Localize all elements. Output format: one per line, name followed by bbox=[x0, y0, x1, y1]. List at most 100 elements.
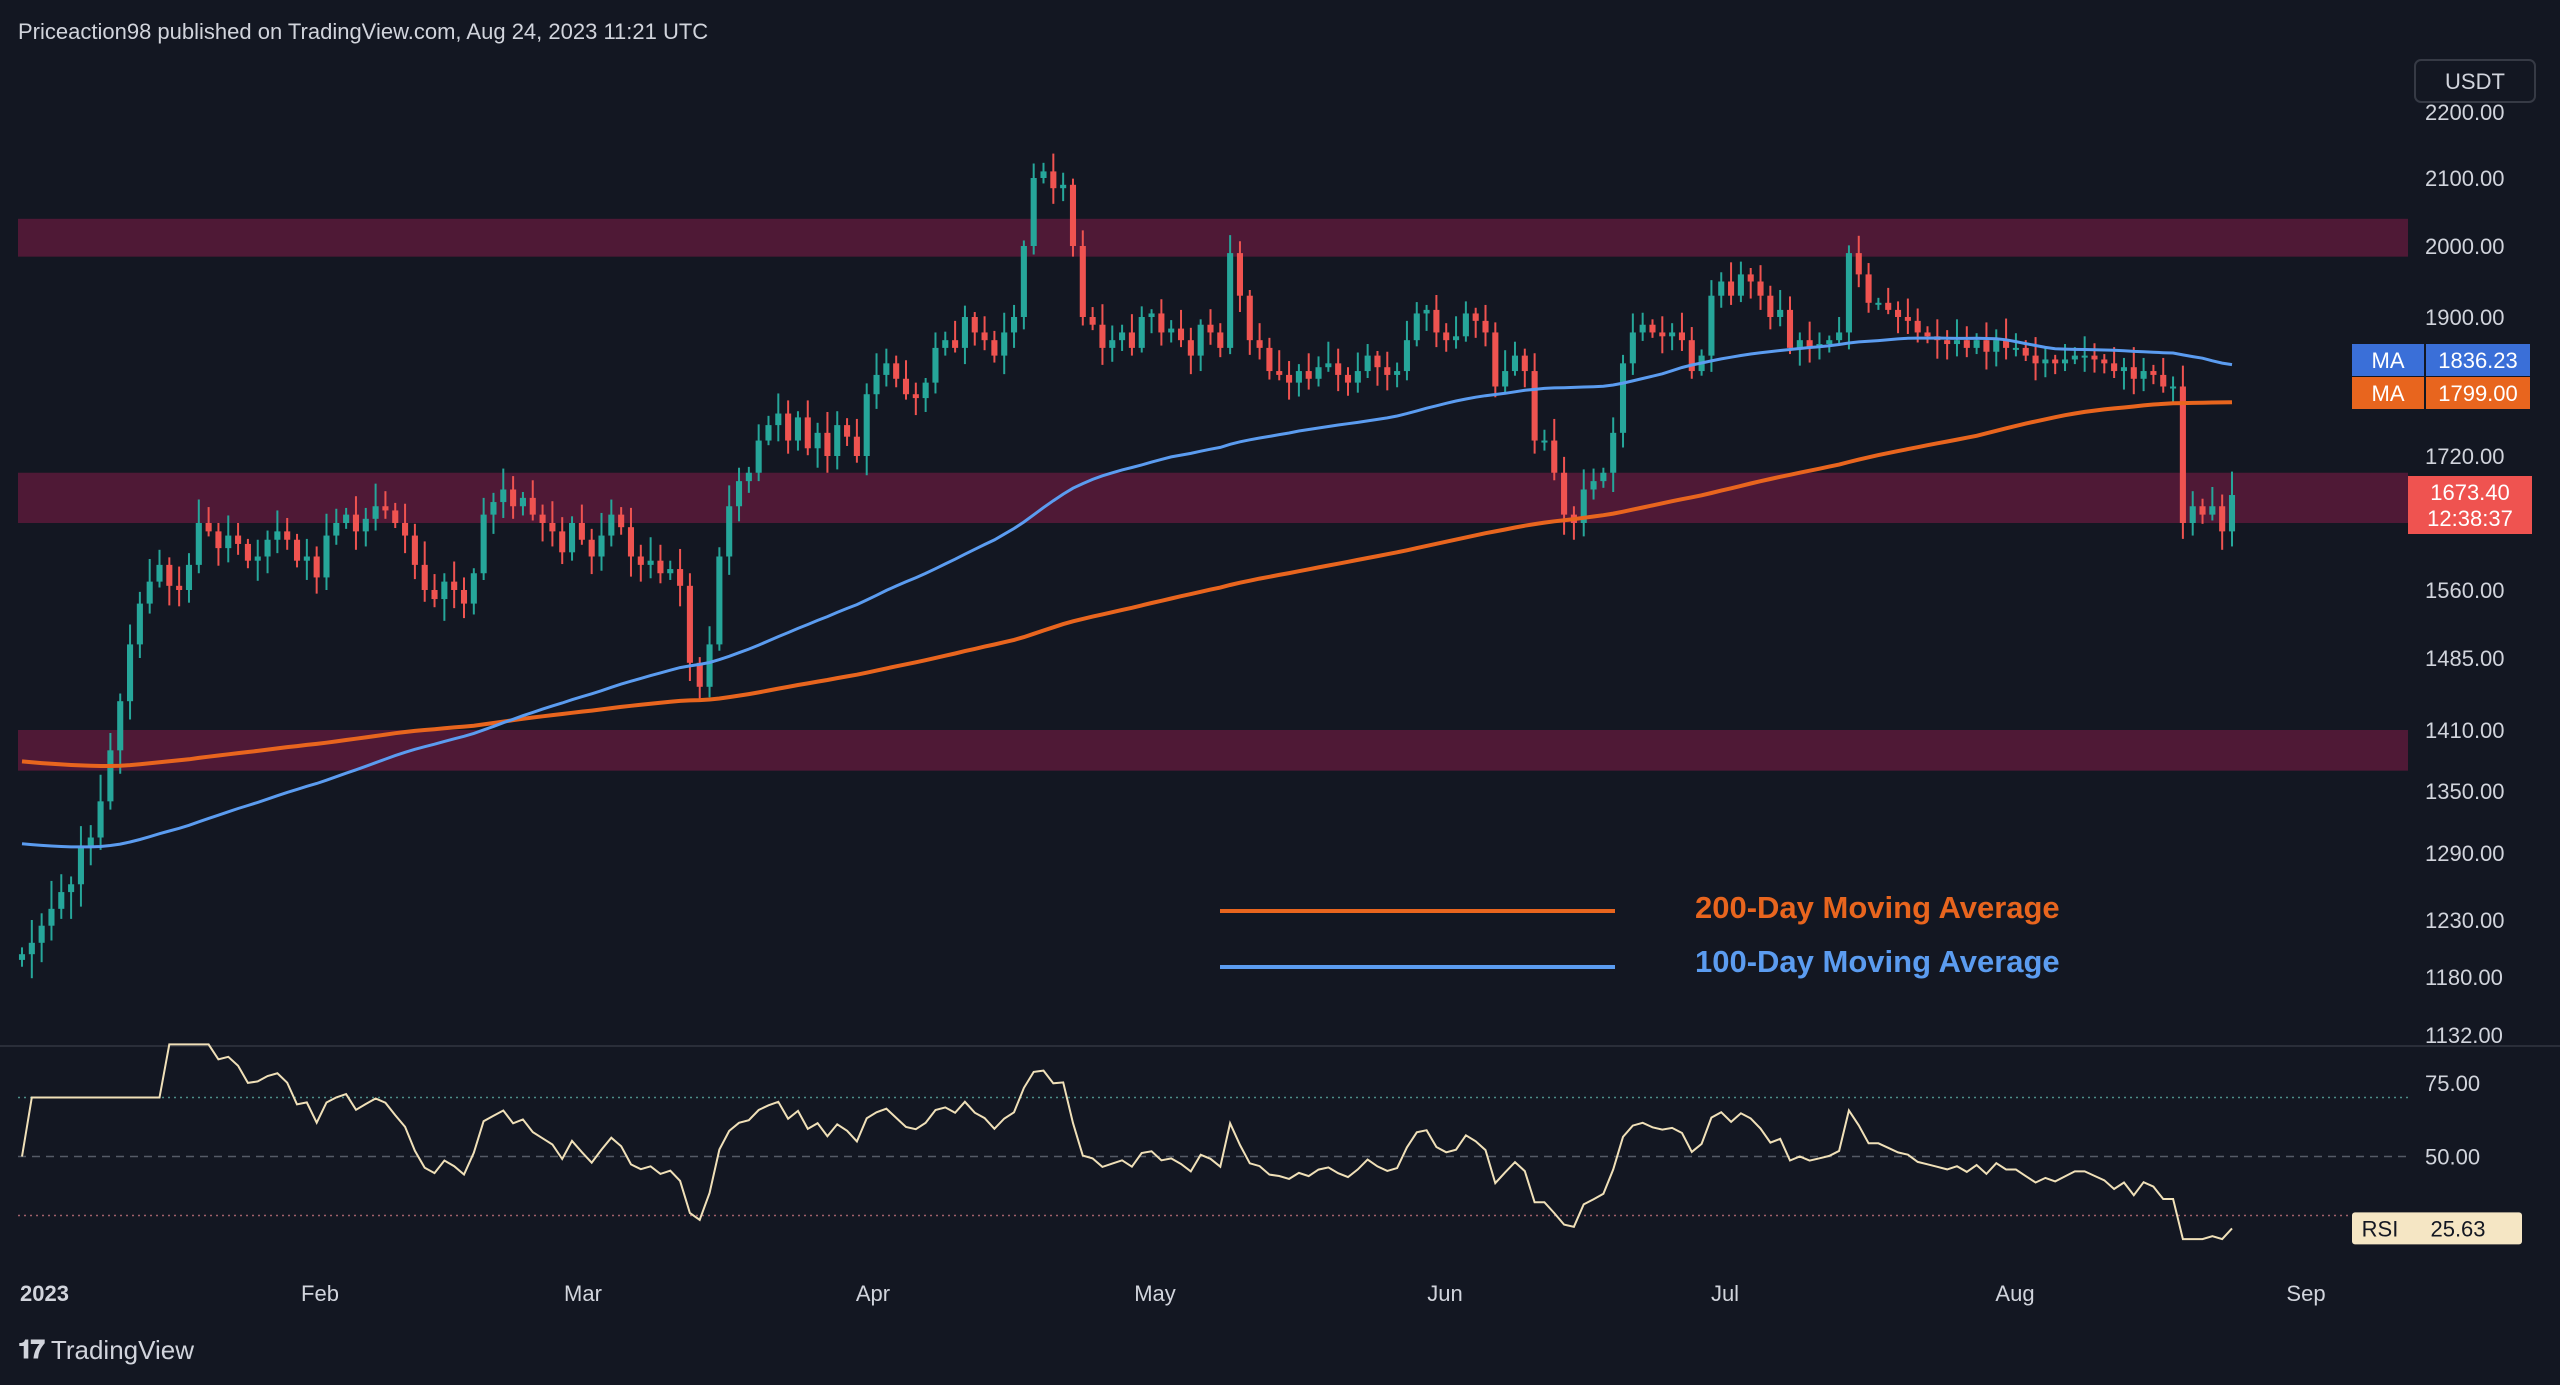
candle-body bbox=[608, 514, 615, 536]
candle-body bbox=[1286, 374, 1293, 383]
price-tick-label: 1410.00 bbox=[2425, 718, 2505, 743]
currency-selector[interactable] bbox=[2414, 59, 2536, 103]
candle-body bbox=[421, 564, 428, 590]
candle-body bbox=[1786, 309, 1794, 348]
candle-body bbox=[873, 374, 880, 395]
candle-body bbox=[333, 523, 340, 536]
rsi-tick-label: 50.00 bbox=[2425, 1145, 2480, 1170]
candle-body bbox=[1187, 340, 1194, 356]
ma200-tag-value: 1799.00 bbox=[2438, 381, 2518, 406]
candle-body bbox=[2170, 386, 2177, 389]
candle-body bbox=[97, 801, 104, 838]
candle-body bbox=[883, 363, 890, 375]
candle-body bbox=[1777, 309, 1784, 317]
last-price-tag bbox=[2408, 476, 2532, 534]
time-axis-label: Aug bbox=[1995, 1281, 2034, 1306]
candle-body bbox=[1040, 171, 1047, 178]
candle-body bbox=[146, 581, 153, 604]
candle-body bbox=[1855, 253, 1862, 275]
candle-body bbox=[1875, 302, 1882, 305]
candle-body bbox=[1394, 371, 1401, 375]
candle-body bbox=[1708, 295, 1715, 356]
candle-body bbox=[1894, 309, 1902, 317]
candle-body bbox=[1384, 367, 1391, 375]
ma200-tag-value-bg bbox=[2426, 377, 2530, 409]
candle-body bbox=[1502, 371, 1509, 387]
candle-body bbox=[225, 535, 232, 549]
candle-body bbox=[303, 556, 310, 561]
rsi-tag bbox=[2352, 1212, 2522, 1245]
publisher-header: Priceaction98 published on TradingView.c… bbox=[0, 0, 2560, 64]
price-tick-label: 2200.00 bbox=[2425, 100, 2505, 125]
candle-body bbox=[470, 573, 477, 604]
candle-body bbox=[745, 472, 752, 482]
candle-body bbox=[1669, 332, 1676, 337]
candle-body bbox=[2179, 386, 2186, 523]
candle-body bbox=[716, 556, 723, 645]
candle-body bbox=[1796, 340, 1803, 348]
candle-body bbox=[117, 701, 124, 751]
candle-body bbox=[1904, 317, 1911, 321]
candle-body bbox=[107, 750, 114, 802]
price-tick-label: 2100.00 bbox=[2425, 166, 2505, 191]
candle-body bbox=[1629, 332, 1636, 364]
rsi-tag-value: 25.63 bbox=[2430, 1216, 2485, 1241]
candle-body bbox=[1551, 440, 1558, 473]
candle-body bbox=[1158, 313, 1165, 333]
candle-body bbox=[1639, 324, 1646, 333]
candle-body bbox=[2111, 363, 2118, 372]
candle-body bbox=[971, 317, 978, 333]
candle-body bbox=[1217, 332, 1224, 348]
candle-body bbox=[431, 590, 438, 600]
candle-body bbox=[254, 556, 261, 561]
candle-body bbox=[2091, 355, 2098, 360]
candle-body bbox=[696, 662, 703, 687]
candle-body bbox=[1344, 374, 1352, 383]
candle-body bbox=[2081, 355, 2088, 358]
candle-body bbox=[637, 556, 644, 565]
ma200-tag-label-bg bbox=[2352, 377, 2424, 409]
candle-body bbox=[735, 481, 743, 507]
candle-body bbox=[38, 925, 45, 943]
candle-body bbox=[588, 539, 595, 557]
tradingview-mark-icon: 𝟏𝟕 bbox=[18, 1334, 45, 1364]
candle-body bbox=[1335, 363, 1342, 375]
candle-body bbox=[460, 590, 468, 604]
candle-body bbox=[794, 417, 802, 441]
candle-body bbox=[1423, 309, 1430, 314]
ma100-tag-label-bg bbox=[2352, 344, 2424, 376]
candle-body bbox=[765, 425, 772, 441]
resistance-zone-2 bbox=[18, 472, 2408, 523]
candle-body bbox=[136, 603, 143, 645]
candle-body bbox=[1030, 178, 1037, 246]
candle-body bbox=[1678, 332, 1686, 341]
price-tick-label: 1350.00 bbox=[2425, 779, 2505, 804]
candle-body bbox=[2120, 367, 2128, 372]
candle-body bbox=[1963, 340, 1970, 348]
candle-body bbox=[1541, 440, 1548, 443]
resistance-zone-1 bbox=[18, 218, 2408, 257]
candle-body bbox=[1207, 324, 1214, 333]
candle-body bbox=[274, 531, 281, 540]
candle-body bbox=[1403, 340, 1410, 372]
candle-body bbox=[863, 394, 870, 456]
candle-body bbox=[2228, 495, 2236, 532]
candle-body bbox=[519, 497, 526, 507]
tradingview-logo[interactable]: 𝟏𝟕 TradingView bbox=[18, 1330, 194, 1370]
candle-body bbox=[1148, 313, 1155, 317]
candle-body bbox=[1767, 295, 1774, 317]
candle-body bbox=[2071, 355, 2078, 360]
candle-body bbox=[1826, 340, 1833, 345]
candle-body bbox=[2022, 347, 2029, 356]
candle-body bbox=[932, 347, 939, 383]
currency-label: USDT bbox=[2445, 69, 2505, 94]
candle-body bbox=[2042, 359, 2049, 364]
last-price-value: 1673.40 bbox=[2430, 480, 2510, 505]
time-axis-label: Sep bbox=[2286, 1281, 2325, 1306]
candle-body bbox=[755, 440, 762, 473]
time-axis-label: Jul bbox=[1711, 1281, 1739, 1306]
candle-body bbox=[1462, 313, 1469, 337]
candle-body bbox=[647, 560, 654, 565]
candle-body bbox=[1757, 281, 1764, 296]
